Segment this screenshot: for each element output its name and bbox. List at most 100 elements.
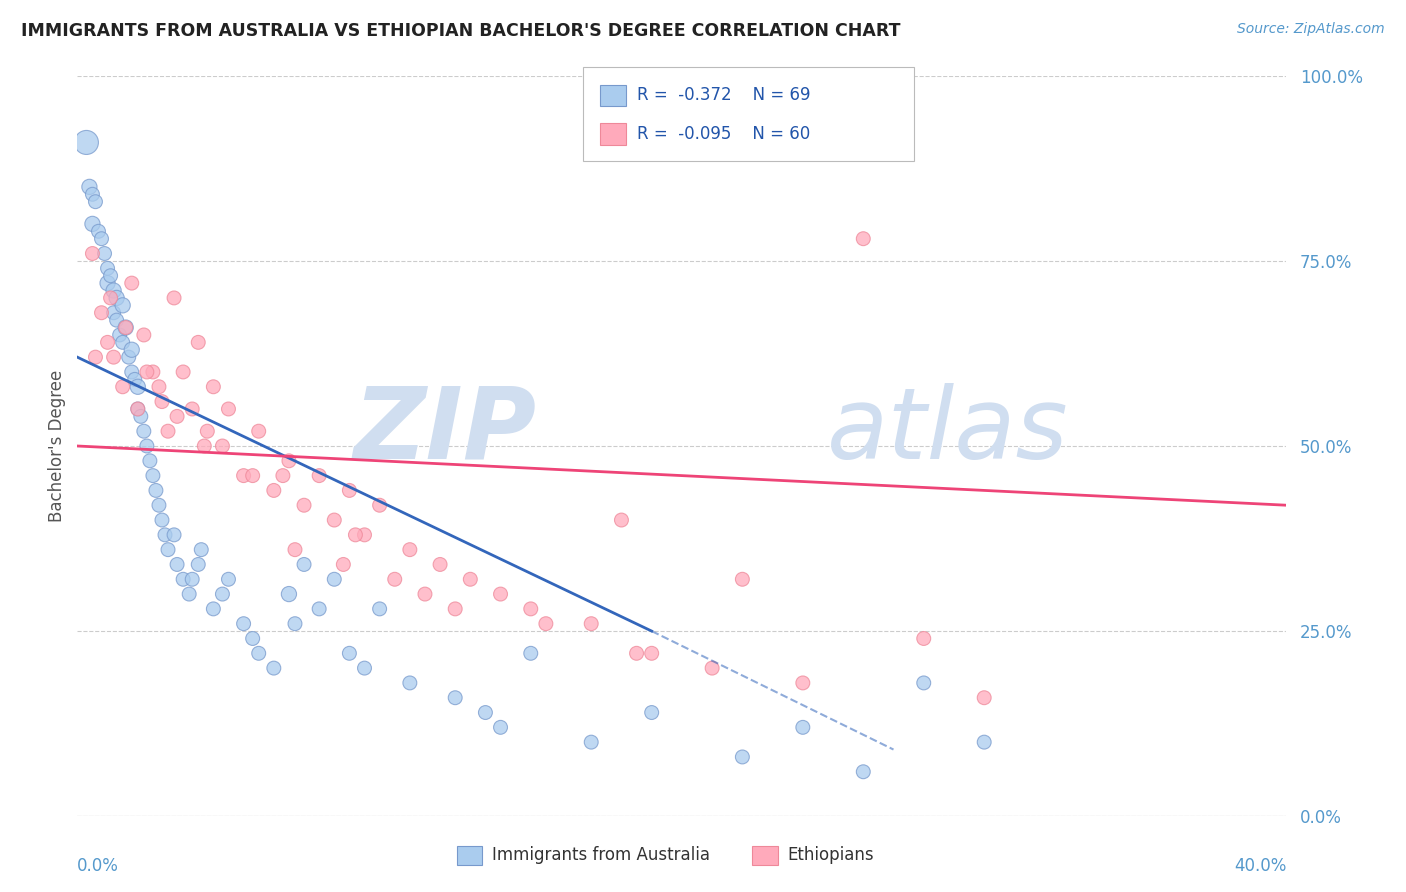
Point	[142, 365, 165, 379]
Point	[157, 424, 180, 438]
Point	[127, 401, 149, 416]
Point	[474, 706, 496, 720]
Point	[308, 602, 330, 616]
Point	[218, 572, 240, 586]
Point	[581, 735, 603, 749]
Point	[912, 632, 935, 646]
Point	[82, 217, 104, 231]
Point	[82, 187, 104, 202]
Text: Ethiopians: Ethiopians	[787, 846, 875, 863]
Point	[96, 261, 118, 276]
Point	[534, 616, 557, 631]
Point	[641, 706, 664, 720]
Point	[111, 380, 134, 394]
Point	[278, 454, 301, 468]
Point	[232, 468, 254, 483]
Text: 40.0%: 40.0%	[1234, 857, 1286, 875]
Text: Immigrants from Australia: Immigrants from Australia	[492, 846, 710, 863]
Point	[84, 194, 107, 209]
Point	[242, 632, 264, 646]
Point	[444, 690, 467, 705]
Point	[284, 616, 307, 631]
Point	[190, 542, 212, 557]
Point	[103, 350, 125, 364]
Point	[135, 439, 157, 453]
Point	[344, 528, 367, 542]
Point	[323, 513, 346, 527]
Point	[179, 587, 201, 601]
Point	[384, 572, 406, 586]
Point	[792, 720, 814, 734]
Point	[263, 483, 285, 498]
Point	[127, 401, 149, 416]
Point	[90, 232, 112, 246]
Text: ZIP: ZIP	[354, 383, 537, 480]
Point	[284, 542, 307, 557]
Text: IMMIGRANTS FROM AUSTRALIA VS ETHIOPIAN BACHELOR'S DEGREE CORRELATION CHART: IMMIGRANTS FROM AUSTRALIA VS ETHIOPIAN B…	[21, 22, 901, 40]
Point	[100, 268, 122, 283]
Point	[368, 602, 391, 616]
Text: Source: ZipAtlas.com: Source: ZipAtlas.com	[1237, 22, 1385, 37]
Point	[339, 483, 360, 498]
Point	[193, 439, 215, 453]
Point	[172, 572, 194, 586]
Point	[232, 616, 254, 631]
Point	[124, 372, 146, 386]
Point	[166, 409, 188, 424]
Point	[202, 602, 225, 616]
Point	[263, 661, 285, 675]
Point	[148, 380, 170, 394]
Point	[150, 394, 173, 409]
Point	[702, 661, 724, 675]
Point	[132, 424, 155, 438]
Point	[142, 468, 165, 483]
Point	[132, 327, 155, 342]
Point	[292, 498, 315, 512]
Point	[626, 646, 648, 660]
Point	[108, 327, 131, 342]
Point	[792, 676, 814, 690]
Point	[368, 498, 391, 512]
Text: 0.0%: 0.0%	[77, 857, 120, 875]
Point	[973, 735, 995, 749]
Point	[114, 320, 136, 334]
Point	[413, 587, 436, 601]
Point	[731, 750, 754, 764]
Point	[150, 513, 173, 527]
Point	[278, 587, 301, 601]
Point	[181, 401, 204, 416]
Point	[323, 572, 346, 586]
Point	[211, 587, 233, 601]
Point	[75, 136, 97, 150]
Text: R =  -0.372    N = 69: R = -0.372 N = 69	[637, 87, 810, 104]
Point	[90, 306, 112, 320]
Point	[96, 335, 118, 350]
Point	[135, 365, 157, 379]
Point	[444, 602, 467, 616]
Point	[641, 646, 664, 660]
Point	[105, 313, 128, 327]
Point	[973, 690, 995, 705]
Point	[211, 439, 233, 453]
Point	[118, 350, 141, 364]
Point	[912, 676, 935, 690]
Point	[581, 616, 603, 631]
Y-axis label: Bachelor's Degree: Bachelor's Degree	[48, 370, 66, 522]
Point	[852, 764, 875, 779]
Point	[187, 558, 209, 572]
Point	[139, 454, 162, 468]
Point	[218, 401, 240, 416]
Point	[82, 246, 104, 260]
Point	[181, 572, 204, 586]
Point	[399, 676, 422, 690]
Point	[105, 291, 128, 305]
Point	[103, 306, 125, 320]
Point	[153, 528, 176, 542]
Point	[308, 468, 330, 483]
Point	[852, 232, 875, 246]
Point	[93, 246, 115, 260]
Point	[163, 528, 186, 542]
Point	[458, 572, 481, 586]
Point	[166, 558, 188, 572]
Text: atlas: atlas	[827, 383, 1069, 480]
